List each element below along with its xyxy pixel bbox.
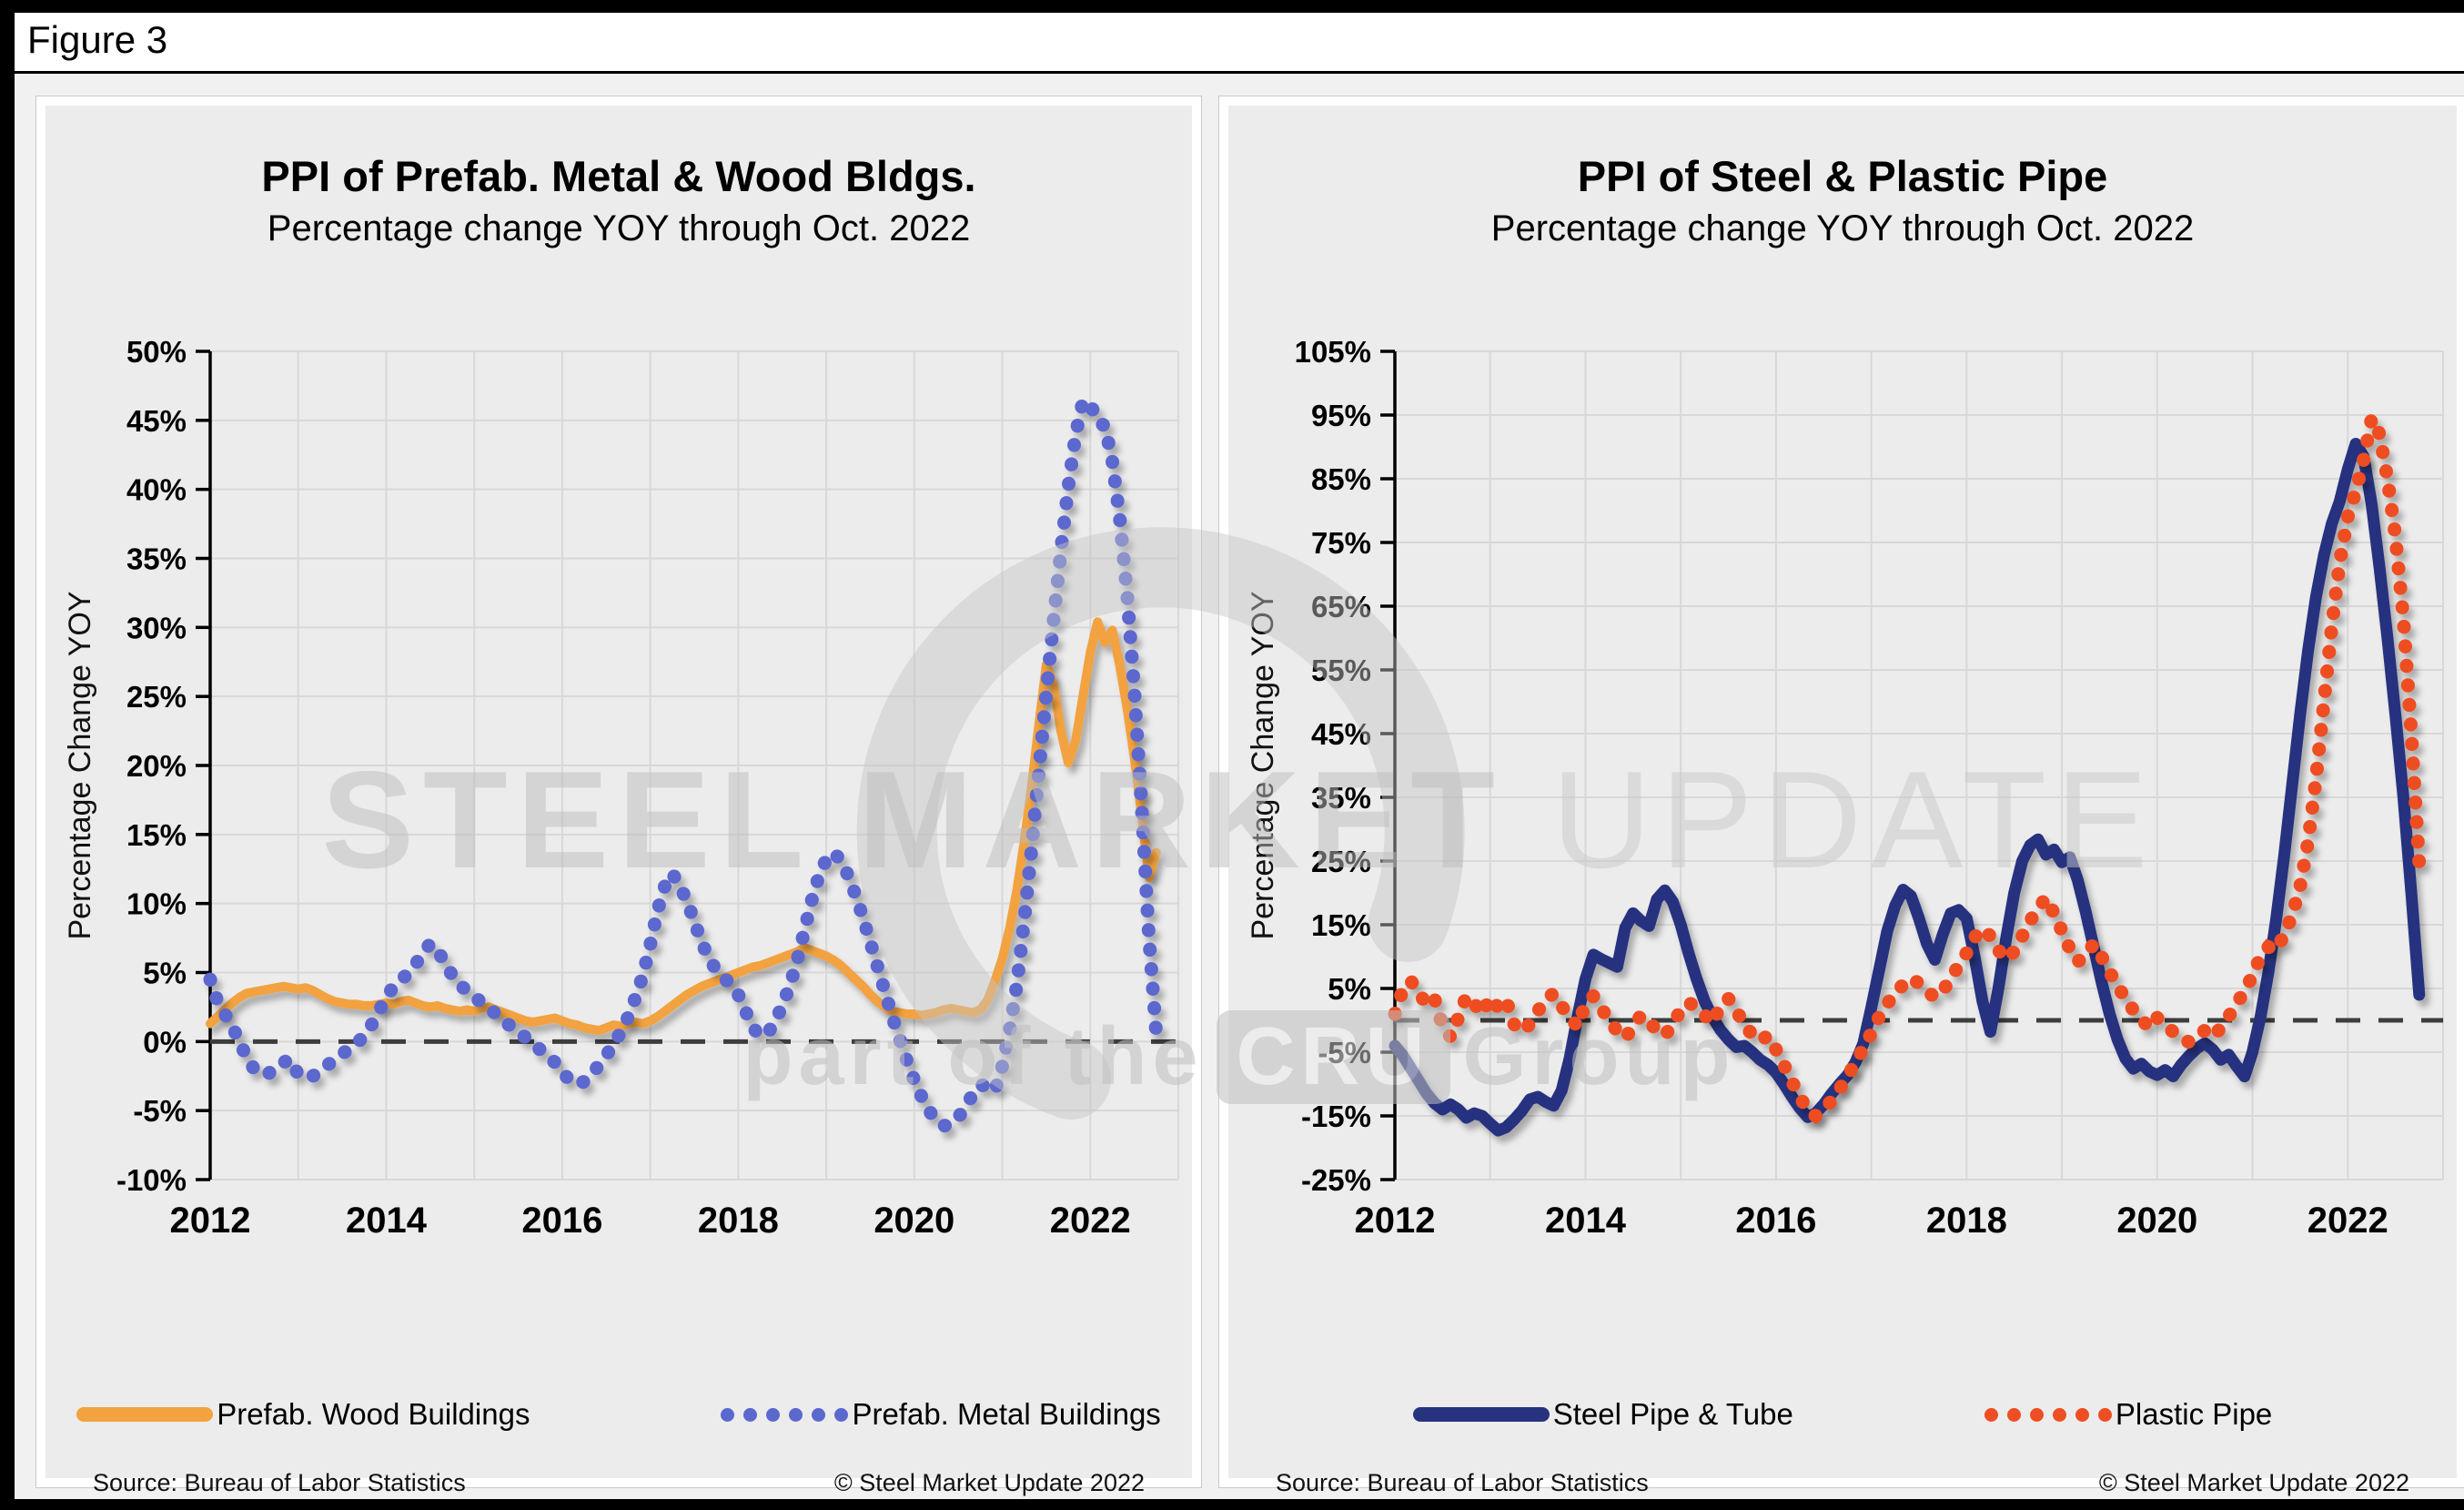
svg-text:15%: 15%: [1311, 908, 1371, 942]
svg-text:40%: 40%: [126, 473, 187, 507]
legend-item-wood: Prefab. Wood Buildings: [76, 1397, 530, 1432]
svg-text:5%: 5%: [1328, 972, 1371, 1006]
svg-text:2012: 2012: [1355, 1201, 1436, 1241]
panel-footer: Source: Bureau of Labor Statistics © Ste…: [1228, 1469, 2457, 1497]
svg-text:45%: 45%: [126, 404, 187, 438]
legend: Steel Pipe & Tube Plastic Pipe: [1228, 1391, 2457, 1438]
svg-text:2022: 2022: [2307, 1201, 2388, 1241]
svg-text:-15%: -15%: [1301, 1100, 1371, 1133]
chart-title: PPI of Steel & Plastic Pipe: [1577, 152, 2108, 200]
svg-text:95%: 95%: [1311, 399, 1371, 432]
svg-text:Percentage Change YOY: Percentage Change YOY: [63, 591, 97, 939]
svg-text:0%: 0%: [143, 1025, 187, 1059]
panel-footer: Source: Bureau of Labor Statistics © Ste…: [45, 1469, 1192, 1497]
plastic-pipe-dots-swatch: [1984, 1407, 2112, 1422]
svg-text:25%: 25%: [126, 680, 187, 714]
figure-rule: [15, 71, 2464, 74]
legend-label: Prefab. Metal Buildings: [852, 1397, 1161, 1431]
svg-text:35%: 35%: [1311, 781, 1371, 815]
chart-subtitle: Percentage change YOY through Oct. 2022: [267, 208, 971, 248]
figure-label: Figure 3: [27, 18, 168, 61]
source-text: Source: Bureau of Labor Statistics: [1276, 1469, 1649, 1496]
chart-title: PPI of Prefab. Metal & Wood Bldgs.: [261, 152, 976, 200]
steel-pipe-line-swatch: [1412, 1407, 1550, 1422]
metal-dots-swatch: [721, 1407, 849, 1422]
svg-text:-5%: -5%: [133, 1094, 187, 1128]
legend: Prefab. Wood Buildings Prefab. Metal Bui…: [45, 1391, 1192, 1438]
legend-label: Prefab. Wood Buildings: [217, 1397, 530, 1431]
svg-text:2020: 2020: [874, 1201, 954, 1241]
svg-text:2014: 2014: [346, 1201, 428, 1241]
svg-text:-5%: -5%: [1318, 1036, 1371, 1069]
svg-text:-25%: -25%: [1301, 1163, 1371, 1197]
left-chart: 50% 45% 40% 35% 30% 25% 20% 15% 10% 5% 0% -5% -10% 20…: [63, 335, 1179, 1241]
svg-text:2012: 2012: [170, 1201, 251, 1241]
legend-item-metal: Prefab. Metal Buildings: [721, 1397, 1161, 1432]
svg-text:2018: 2018: [698, 1201, 779, 1241]
panel-prefab-buildings: PPI of Prefab. Metal & Wood Bldgs. Perce…: [36, 96, 1201, 1496]
svg-text:20%: 20%: [126, 749, 187, 783]
svg-text:2016: 2016: [521, 1201, 602, 1241]
svg-text:30%: 30%: [126, 611, 187, 644]
legend-label: Steel Pipe & Tube: [1552, 1397, 1793, 1431]
right-chart: 105% 95% 85% 75% 65% 55% 45% 35% 25% 15% 5% -5% -15%…: [1246, 335, 2444, 1241]
wood-line-swatch: [76, 1407, 214, 1422]
svg-text:75%: 75%: [1311, 526, 1371, 560]
svg-text:55%: 55%: [1311, 654, 1371, 687]
svg-text:Percentage Change YOY: Percentage Change YOY: [1246, 591, 1280, 939]
svg-text:5%: 5%: [143, 957, 187, 990]
svg-text:50%: 50%: [126, 335, 187, 369]
svg-text:15%: 15%: [126, 818, 187, 852]
svg-text:2016: 2016: [1735, 1201, 1816, 1241]
svg-text:85%: 85%: [1311, 462, 1371, 496]
page: Figure 3 PPI of Prefab. Metal & Wood Bld…: [15, 13, 2464, 1499]
panel-pipe: PPI of Steel & Plastic Pipe Percentage c…: [1219, 96, 2464, 1496]
svg-text:2020: 2020: [2116, 1201, 2197, 1241]
legend-item-plastic-pipe: Plastic Pipe: [1984, 1397, 2272, 1432]
copyright-text: © Steel Market Update 2022: [833, 1469, 1145, 1496]
svg-text:25%: 25%: [1311, 845, 1371, 878]
copyright-text: © Steel Market Update 2022: [2098, 1469, 2409, 1496]
legend-label: Plastic Pipe: [2115, 1397, 2273, 1431]
legend-item-steel-pipe: Steel Pipe & Tube: [1412, 1397, 1793, 1432]
svg-text:10%: 10%: [126, 887, 187, 921]
svg-text:-10%: -10%: [116, 1163, 187, 1197]
svg-text:35%: 35%: [126, 542, 187, 576]
source-text: Source: Bureau of Labor Statistics: [93, 1469, 466, 1496]
svg-text:2014: 2014: [1545, 1201, 1627, 1241]
svg-text:65%: 65%: [1311, 590, 1371, 623]
svg-text:2022: 2022: [1050, 1201, 1131, 1241]
figure-title-band: [15, 13, 2464, 71]
chart-subtitle: Percentage change YOY through Oct. 2022: [1490, 208, 2195, 248]
svg-text:45%: 45%: [1311, 717, 1371, 751]
svg-text:2018: 2018: [1926, 1201, 2007, 1241]
svg-text:105%: 105%: [1295, 335, 1371, 369]
